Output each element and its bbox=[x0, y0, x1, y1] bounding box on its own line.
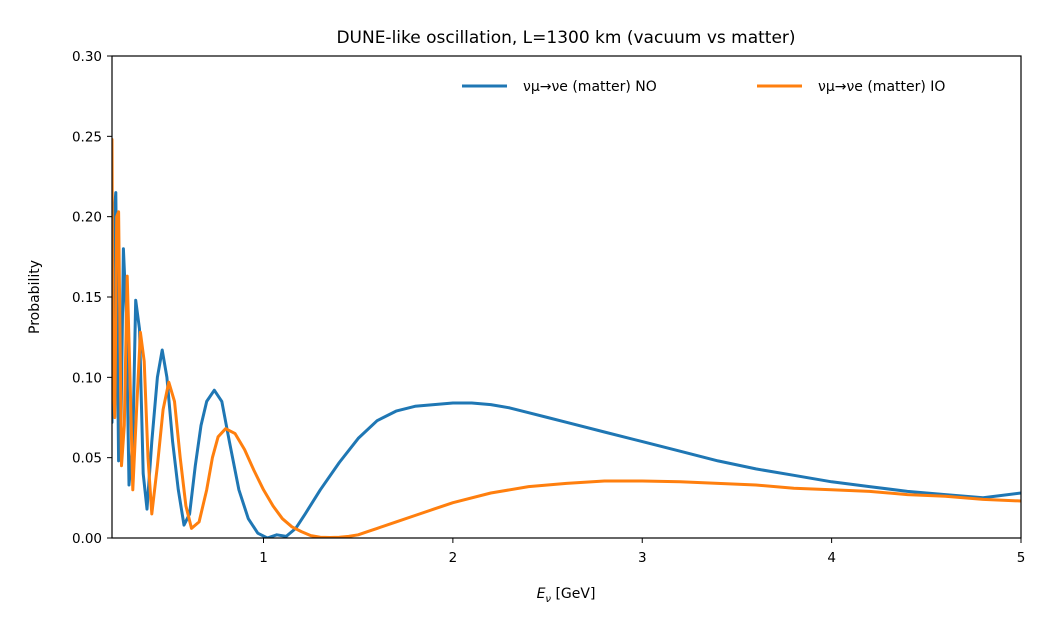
y-tick-label: 0.00 bbox=[72, 531, 102, 547]
y-tick-label: 0.30 bbox=[72, 49, 102, 65]
y-tick-label: 0.25 bbox=[72, 129, 102, 145]
y-tick-label: 0.20 bbox=[72, 210, 102, 226]
x-tick-label: 3 bbox=[638, 550, 647, 566]
legend-label-io: νμ→νe (matter) IO bbox=[818, 79, 945, 95]
x-tick-label: 2 bbox=[449, 550, 458, 566]
series-line-io bbox=[112, 138, 1021, 538]
x-tick-label: 1 bbox=[259, 550, 268, 566]
axes: 1 2 3 4 5 0.00 0.05 0.10 0.15 0.20 0.25 0.30 bbox=[72, 49, 1025, 566]
x-axis-label: Eν [GeV] bbox=[537, 586, 596, 605]
chart-title: DUNE-like oscillation, L=1300 km (vacuum… bbox=[336, 28, 795, 48]
plot-area bbox=[112, 138, 1021, 538]
y-tick-label: 0.05 bbox=[72, 451, 102, 467]
x-tick-label: 5 bbox=[1017, 550, 1026, 566]
y-tick-label: 0.10 bbox=[72, 370, 102, 386]
plot-frame bbox=[111, 55, 1022, 539]
legend-label-no: νμ→νe (matter) NO bbox=[523, 79, 657, 95]
y-axis-label: Probability bbox=[27, 260, 43, 334]
legend: νμ→νe (matter) NO νμ→νe (matter) IO bbox=[462, 79, 945, 95]
series-line-no bbox=[112, 191, 1021, 538]
x-tick-label: 4 bbox=[827, 550, 836, 566]
y-tick-label: 0.15 bbox=[72, 290, 102, 306]
